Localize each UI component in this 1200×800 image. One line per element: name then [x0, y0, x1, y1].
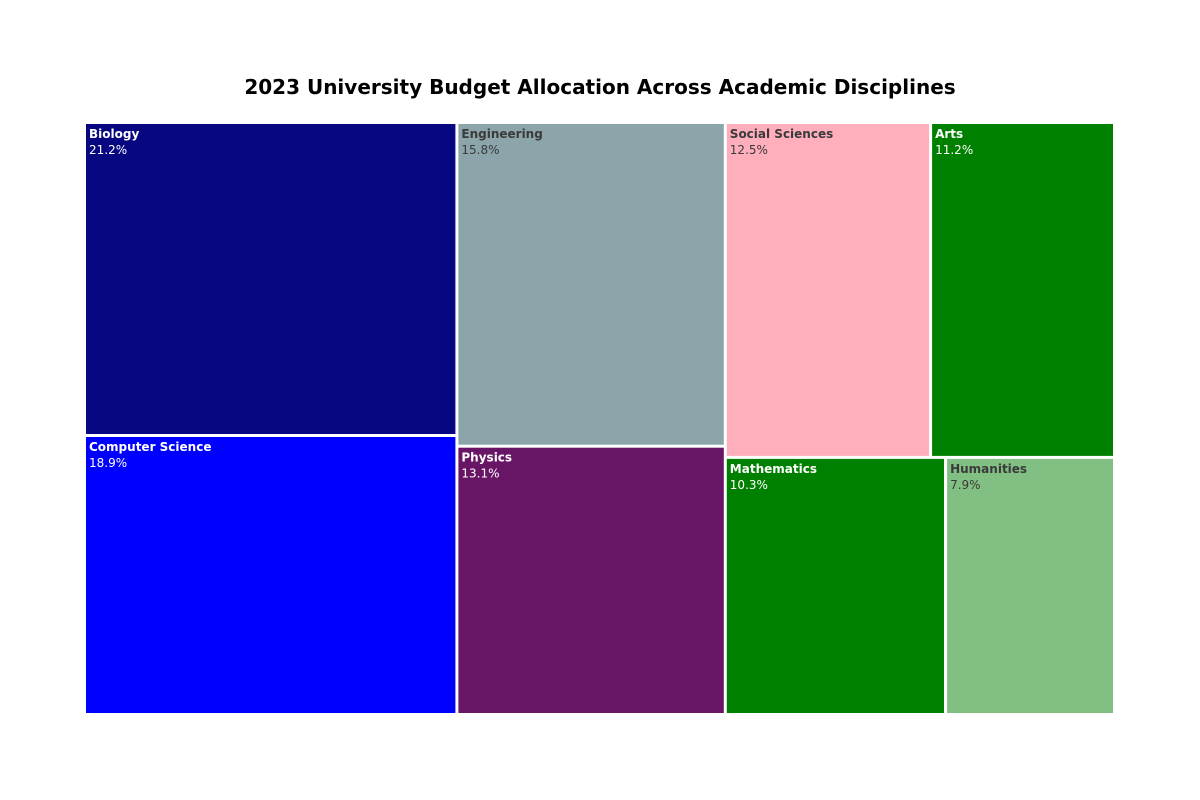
tile-rect-biology	[86, 124, 456, 434]
chart-title: 2023 University Budget Allocation Across…	[244, 75, 956, 99]
tile-rect-engineering	[458, 124, 724, 445]
tile-label-social-sciences: Social Sciences	[730, 127, 833, 141]
tile-arts: Arts 11.2%	[932, 124, 1113, 456]
tile-rect-computer-science	[86, 437, 456, 713]
tile-humanities: Humanities 7.9%	[947, 458, 1113, 713]
tile-label-computer-science: Computer Science	[89, 440, 211, 454]
tile-value-arts: 11.2%	[935, 143, 973, 157]
tile-value-social-sciences: 12.5%	[730, 143, 768, 157]
tile-value-biology: 21.2%	[89, 143, 127, 157]
tile-mathematics: Mathematics 10.3%	[726, 458, 944, 713]
tile-physics: Physics 13.1%	[458, 447, 724, 713]
tile-label-arts: Arts	[935, 127, 963, 141]
tile-label-physics: Physics	[461, 451, 512, 465]
tile-value-physics: 13.1%	[461, 467, 499, 481]
tile-engineering: Engineering 15.8%	[458, 124, 724, 445]
tile-rect-physics	[458, 447, 724, 713]
tile-value-engineering: 15.8%	[461, 143, 499, 157]
tile-rect-social-sciences	[726, 124, 929, 456]
tile-social-sciences: Social Sciences 12.5%	[726, 124, 929, 456]
tile-label-mathematics: Mathematics	[730, 462, 817, 476]
tile-label-engineering: Engineering	[461, 127, 542, 141]
tile-rect-humanities	[947, 458, 1113, 713]
tile-value-humanities: 7.9%	[950, 478, 981, 492]
tile-value-mathematics: 10.3%	[730, 478, 768, 492]
tile-label-humanities: Humanities	[950, 462, 1027, 476]
tile-biology: Biology 21.2%	[86, 124, 456, 434]
tile-rect-mathematics	[726, 458, 944, 713]
tile-value-computer-science: 18.9%	[89, 456, 127, 470]
tile-rect-arts	[932, 124, 1113, 456]
tile-label-biology: Biology	[89, 127, 139, 141]
tile-computer-science: Computer Science 18.9%	[86, 437, 456, 713]
